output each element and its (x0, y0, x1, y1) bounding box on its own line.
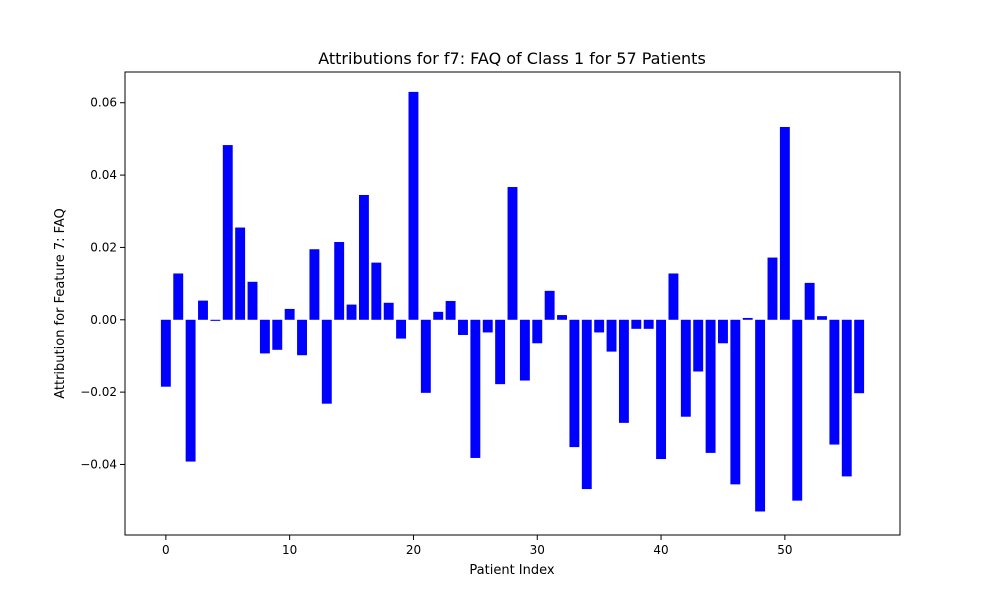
bar-patient-23 (445, 300, 456, 320)
y-axis: −0.04 −0.02 0.00 0.02 0.04 0.06 (80, 96, 125, 471)
bar-patient-56 (854, 319, 865, 394)
bar-patient-15 (346, 304, 357, 320)
bar-patient-45 (718, 319, 728, 344)
bar-patient-49 (767, 257, 778, 320)
bar-patient-21 (420, 319, 431, 393)
bar-patient-54 (829, 319, 840, 445)
bar-patient-3 (198, 300, 208, 320)
bar-patient-53 (817, 316, 827, 320)
bar-patient-31 (544, 290, 555, 320)
bar-patient-32 (557, 315, 567, 320)
bar-patient-13 (321, 319, 332, 404)
bar-patient-17 (371, 262, 382, 320)
bar-patient-42 (680, 319, 691, 417)
bar-patient-48 (755, 319, 766, 512)
bar-patient-19 (396, 319, 407, 339)
bar-patient-0 (160, 319, 171, 387)
bar-patient-50 (779, 126, 790, 320)
x-tick-label: 0 (162, 543, 170, 557)
bar-patient-5 (222, 145, 233, 320)
y-tick-label: −0.04 (80, 457, 117, 471)
bar-patient-35 (594, 319, 605, 333)
bar-patient-12 (309, 249, 320, 320)
bar-patient-18 (383, 302, 394, 320)
bar-patient-44 (705, 319, 716, 453)
bar-patient-46 (730, 319, 741, 485)
bar-patient-33 (569, 319, 580, 448)
bar-patient-7 (247, 281, 258, 320)
y-tick-label: −0.02 (80, 385, 117, 399)
bars-group (160, 91, 865, 512)
plot-frame (124, 71, 901, 536)
bar-patient-36 (606, 319, 617, 352)
bar-patient-16 (358, 194, 369, 320)
bar-patient-47 (742, 317, 753, 320)
bar-patient-26 (482, 319, 493, 333)
bar-patient-37 (618, 319, 629, 423)
y-tick-label: 0.04 (90, 168, 117, 182)
y-tick-label: 0.02 (90, 240, 117, 254)
bar-patient-25 (470, 319, 481, 458)
bar-patient-9 (272, 319, 283, 350)
bar-patient-51 (792, 319, 803, 501)
bar-patient-10 (284, 308, 295, 320)
bar-patient-55 (841, 319, 852, 477)
chart-title: Attributions for f7: FAQ of Class 1 for … (318, 49, 706, 68)
bar-patient-43 (693, 319, 704, 372)
y-axis-title: Attribution for Feature 7: FAQ (53, 208, 68, 399)
y-tick-label: 0.06 (90, 96, 117, 110)
x-tick-label: 20 (406, 543, 421, 557)
x-axis-title: Patient Index (469, 563, 554, 578)
bar-patient-8 (259, 319, 270, 354)
bar-patient-6 (235, 227, 246, 320)
bar-patient-20 (408, 91, 419, 320)
bar-patient-52 (804, 282, 815, 320)
bar-patient-39 (643, 319, 654, 329)
x-tick-label: 50 (777, 543, 792, 557)
bar-patient-28 (507, 187, 518, 320)
bar-patient-22 (433, 311, 444, 320)
bar-patient-41 (668, 273, 679, 320)
x-tick-label: 40 (653, 543, 668, 557)
bar-patient-24 (458, 319, 468, 335)
x-axis: 0 10 20 30 40 50 (162, 535, 793, 557)
bar-patient-11 (297, 319, 307, 356)
bar-patient-4 (210, 319, 221, 321)
bar-patient-2 (185, 319, 196, 462)
x-tick-label: 10 (282, 543, 297, 557)
bar-patient-40 (656, 319, 667, 460)
bar-patient-29 (519, 319, 530, 381)
y-tick-label: 0.00 (90, 313, 117, 327)
bar-patient-27 (495, 319, 506, 385)
bar-patient-38 (631, 319, 642, 329)
bar-patient-30 (532, 319, 543, 344)
x-tick-label: 30 (530, 543, 545, 557)
bar-patient-1 (173, 273, 184, 320)
bar-patient-34 (581, 319, 592, 490)
bar-patient-14 (334, 242, 345, 320)
